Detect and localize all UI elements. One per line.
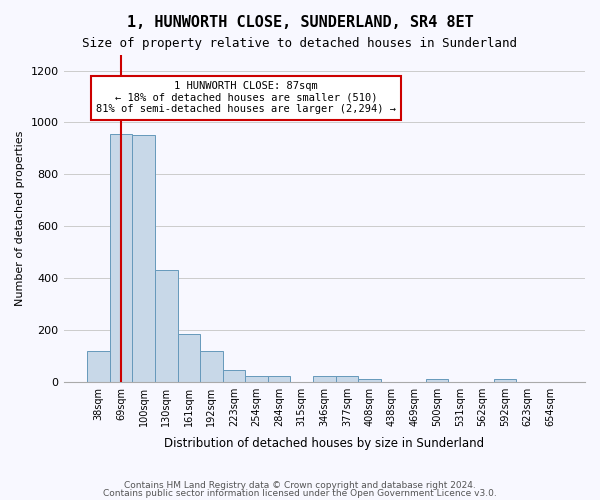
Text: 1, HUNWORTH CLOSE, SUNDERLAND, SR4 8ET: 1, HUNWORTH CLOSE, SUNDERLAND, SR4 8ET — [127, 15, 473, 30]
Bar — [178, 334, 200, 382]
Bar — [155, 270, 178, 382]
Bar — [200, 350, 223, 382]
Y-axis label: Number of detached properties: Number of detached properties — [15, 130, 25, 306]
Bar — [494, 379, 516, 382]
Text: 1 HUNWORTH CLOSE: 87sqm
← 18% of detached houses are smaller (510)
81% of semi-d: 1 HUNWORTH CLOSE: 87sqm ← 18% of detache… — [96, 81, 396, 114]
X-axis label: Distribution of detached houses by size in Sunderland: Distribution of detached houses by size … — [164, 437, 484, 450]
Bar — [426, 379, 448, 382]
Text: Contains public sector information licensed under the Open Government Licence v3: Contains public sector information licen… — [103, 488, 497, 498]
Text: Size of property relative to detached houses in Sunderland: Size of property relative to detached ho… — [83, 38, 517, 51]
Bar — [358, 379, 381, 382]
Bar — [245, 376, 268, 382]
Bar — [133, 136, 155, 382]
Bar — [335, 376, 358, 382]
Bar — [87, 350, 110, 382]
Bar — [110, 134, 133, 382]
Text: Contains HM Land Registry data © Crown copyright and database right 2024.: Contains HM Land Registry data © Crown c… — [124, 481, 476, 490]
Bar — [313, 376, 335, 382]
Bar — [268, 376, 290, 382]
Bar — [223, 370, 245, 382]
